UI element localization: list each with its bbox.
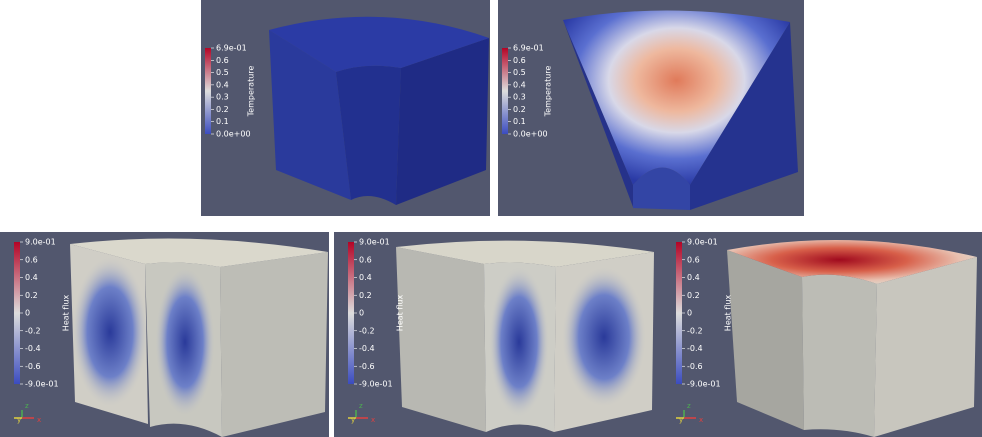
- field-region: [155, 267, 215, 417]
- mesh-face: [874, 257, 977, 437]
- colorbar-label: -0.6: [687, 362, 703, 371]
- axis-label: z: [359, 402, 363, 410]
- colorbar-label: -0.6: [25, 362, 41, 371]
- colorbar-label: 0.2: [216, 105, 229, 114]
- render-view: 6.9e-01 0.6 0.5 0.4 0.3 0.2 0.1 0.0e+00 Temperat…: [201, 0, 490, 216]
- mesh-face: [563, 20, 633, 207]
- colorbar-label: -0.4: [359, 344, 375, 353]
- colorbar: [676, 242, 682, 384]
- colorbar-label: -0.2: [359, 326, 375, 335]
- colorbar-label: 0.6: [687, 255, 700, 264]
- mesh-face: [220, 252, 328, 437]
- axis-label: y: [679, 416, 683, 424]
- axis-label: x: [371, 416, 375, 424]
- colorbar-label: -0.6: [359, 362, 375, 371]
- colorbar-label: 0.6: [359, 255, 372, 264]
- colorbar-label: 0.6: [25, 255, 38, 264]
- colorbar: [14, 242, 20, 384]
- axis-label: z: [687, 402, 691, 410]
- mesh-face: [802, 274, 877, 437]
- colorbar-label: 9.0e-01: [25, 238, 56, 247]
- colorbar-label: 0.4: [687, 273, 700, 282]
- colorbar-label: -9.0e-01: [687, 380, 721, 389]
- colorbar-label: 0.6: [216, 56, 229, 65]
- field-region: [562, 267, 646, 407]
- colorbar-label: 6.9e-01: [513, 44, 544, 53]
- mesh-face: [336, 65, 401, 205]
- colorbar-label: 0.3: [216, 93, 229, 102]
- colorbar-label: 0.4: [513, 80, 526, 89]
- colorbar-title: Heat flux: [396, 295, 405, 332]
- colorbar-label: -0.2: [687, 326, 703, 335]
- colorbar-label: 0.2: [513, 105, 526, 114]
- axis-label: x: [37, 416, 41, 424]
- mesh-face: [396, 38, 489, 205]
- colorbar-title: Heat flux: [62, 295, 71, 332]
- colorbar-label: 0: [687, 309, 692, 318]
- axis-label: y: [351, 416, 355, 424]
- colorbar-label: 0.2: [687, 291, 700, 300]
- colorbar-label: 0: [25, 309, 30, 318]
- colorbar-label: 6.9e-01: [216, 44, 247, 53]
- colorbar-label: 0.0e+00: [216, 130, 251, 139]
- field-region: [489, 267, 549, 417]
- mesh-face: [396, 240, 654, 267]
- colorbar-label: -9.0e-01: [25, 380, 59, 389]
- colorbar-label: -9.0e-01: [359, 380, 393, 389]
- mesh-face: [727, 250, 804, 430]
- colorbar-label: 9.0e-01: [359, 238, 390, 247]
- axis-label: z: [25, 402, 29, 410]
- colorbar-label: 0.6: [513, 56, 526, 65]
- colorbar-label: 0.0e+00: [513, 130, 548, 139]
- axis-label: x: [699, 416, 703, 424]
- field-region: [72, 257, 148, 407]
- colorbar-label: 0.5: [513, 68, 526, 77]
- render-view: 9.0e-01 0.6 0.4 0.2 0 -0.2 -0.4 -0.6 -9.0e-01 Hea…: [662, 232, 982, 437]
- colorbar-label: -0.4: [25, 344, 41, 353]
- axis-label: y: [17, 416, 21, 424]
- mesh-face: [269, 30, 351, 200]
- render-view: 6.9e-01 0.6 0.5 0.4 0.3 0.2 0.1 0.0e+00 Temperat…: [498, 0, 804, 216]
- mesh-face: [727, 240, 977, 284]
- colorbar-label: 0.1: [216, 117, 229, 126]
- colorbar-label: 0: [359, 309, 364, 318]
- mesh-face: [396, 247, 486, 432]
- colorbar-label: 0.5: [216, 68, 229, 77]
- mesh-face: [690, 22, 798, 210]
- colorbar-label: 0.4: [216, 80, 229, 89]
- colorbar-title: Temperature: [247, 66, 256, 118]
- colorbar-label: 0.4: [359, 273, 372, 282]
- colorbar: [502, 48, 508, 134]
- colorbar-label: 9.0e-01: [687, 238, 718, 247]
- colorbar-label: 0.1: [513, 117, 526, 126]
- colorbar-title: Temperature: [544, 66, 553, 118]
- colorbar: [348, 242, 354, 384]
- mesh-face: [563, 10, 790, 185]
- colorbar-label: -0.4: [687, 344, 703, 353]
- mesh-face: [70, 238, 328, 267]
- colorbar-label: -0.2: [25, 326, 41, 335]
- render-view: 9.0e-01 0.6 0.4 0.2 0 -0.2 -0.4 -0.6 -9.0e-01 Hea…: [0, 232, 329, 437]
- colorbar-label: 0.4: [25, 273, 38, 282]
- colorbar-label: 0.3: [513, 93, 526, 102]
- render-view: 9.0e-01 0.6 0.4 0.2 0 -0.2 -0.4 -0.6 -9.0e-01 Hea…: [334, 232, 662, 437]
- colorbar: [205, 48, 211, 134]
- mesh-face: [633, 167, 690, 210]
- colorbar-title: Heat flux: [724, 295, 733, 332]
- colorbar-label: 0.2: [359, 291, 372, 300]
- colorbar-label: 0.2: [25, 291, 38, 300]
- mesh-face: [269, 16, 489, 72]
